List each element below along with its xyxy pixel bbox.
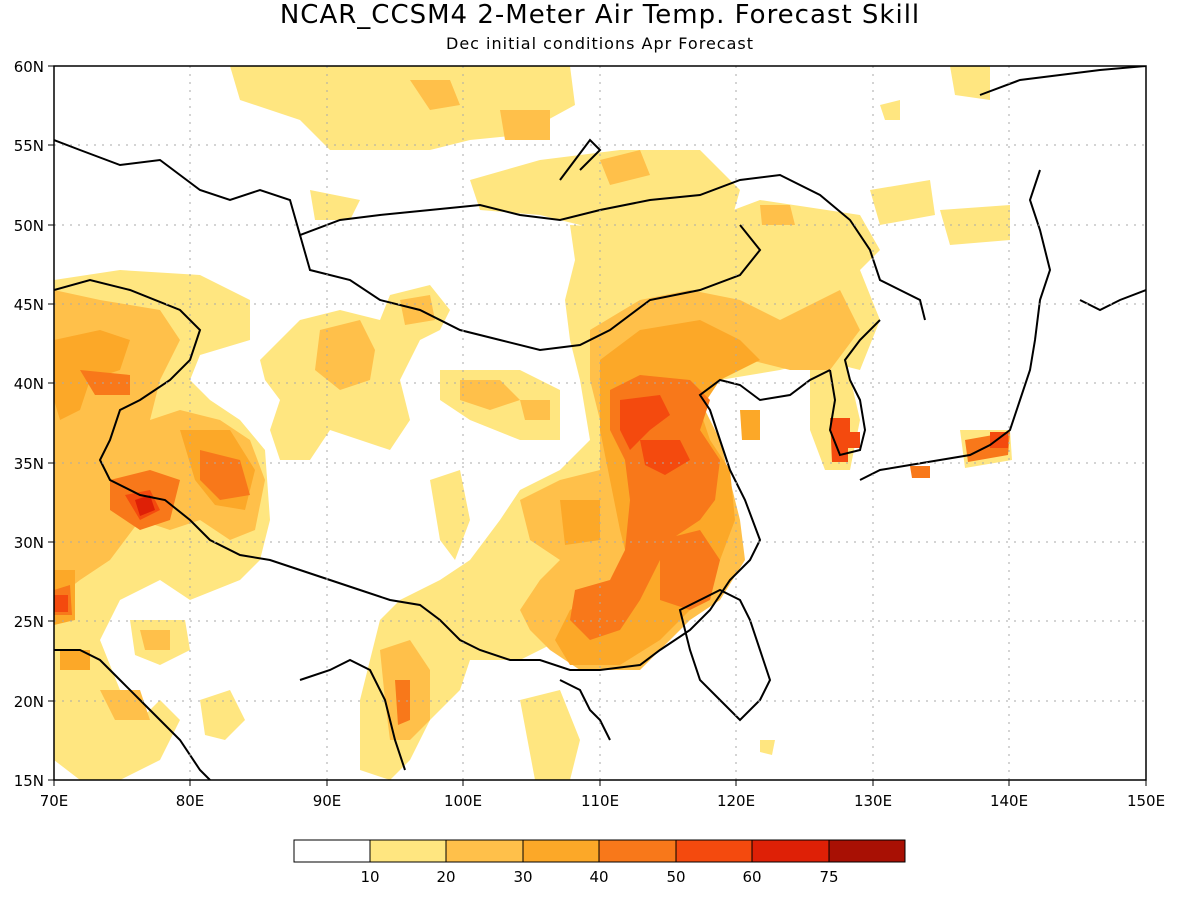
lon-tick-label: 110E xyxy=(581,792,619,810)
kuril-coast xyxy=(1079,289,1146,312)
shade-region xyxy=(520,400,550,420)
lat-tick-label: 40N xyxy=(14,375,44,393)
shade-region xyxy=(640,440,690,475)
shade-region xyxy=(470,150,740,235)
legend-swatch xyxy=(828,839,906,863)
tick-marks xyxy=(48,65,1147,786)
legend-swatch xyxy=(675,839,753,863)
lon-tick-label: 150E xyxy=(1127,792,1165,810)
taiwan-coast xyxy=(678,588,772,722)
shade-region xyxy=(520,690,580,780)
lat-tick-label: 45N xyxy=(14,296,44,314)
shade-region xyxy=(600,150,650,185)
china-coast xyxy=(54,278,831,671)
shade-region xyxy=(460,380,520,410)
legend-swatch xyxy=(369,839,447,863)
legend-label: 75 xyxy=(819,868,838,886)
legend-swatch xyxy=(445,839,524,863)
shade-region xyxy=(200,450,250,500)
shade-region xyxy=(80,370,130,395)
color-legend: 10 20 30 40 50 60 75 xyxy=(293,839,906,886)
page-title: NCAR_CCSM4 2-Meter Air Temp. Forecast Sk… xyxy=(279,0,921,30)
legend-label: 30 xyxy=(513,868,532,886)
lon-tick-label: 120E xyxy=(717,792,755,810)
india-coast xyxy=(54,649,211,780)
shade-region xyxy=(310,190,360,220)
shade-region xyxy=(430,470,470,560)
shade-region xyxy=(200,690,245,740)
indochina-coast xyxy=(559,679,611,741)
lat-tick-label: 15N xyxy=(14,772,44,790)
shade-region xyxy=(60,650,90,670)
shade-region xyxy=(760,740,775,755)
shade-region xyxy=(570,375,720,640)
lat-labels: 60N 55N 50N 45N 40N 35N 30N 25N 20N 15N xyxy=(14,58,44,790)
lat-tick-label: 60N xyxy=(14,58,44,76)
shade-region xyxy=(910,466,930,478)
shade-region xyxy=(740,410,760,440)
shade-region xyxy=(620,395,670,450)
shade-region xyxy=(760,205,795,225)
lat-tick-label: 35N xyxy=(14,455,44,473)
legend-labels: 10 20 30 40 50 60 75 xyxy=(360,868,838,886)
shade-region xyxy=(54,595,68,612)
lon-tick-label: 80E xyxy=(176,792,205,810)
shade-region xyxy=(135,495,155,516)
lon-tick-label: 100E xyxy=(444,792,482,810)
shade-region xyxy=(660,530,720,610)
china-mongolia-border xyxy=(299,224,762,352)
shade-region xyxy=(950,66,990,100)
okhotsk-coast xyxy=(979,66,1146,96)
legend-label: 20 xyxy=(436,868,455,886)
shade-region xyxy=(410,80,460,110)
shade-region xyxy=(230,66,575,150)
shade-60-75 xyxy=(135,495,155,516)
shade-region xyxy=(395,680,410,725)
korea-coast xyxy=(828,319,881,457)
legend-swatch xyxy=(598,839,677,863)
northern-border xyxy=(54,139,926,321)
lon-tick-label: 140E xyxy=(990,792,1028,810)
legend-label: 40 xyxy=(589,868,608,886)
lat-tick-label: 20N xyxy=(14,693,44,711)
skill-shading xyxy=(54,66,1012,780)
legend-swatch xyxy=(751,839,830,863)
shade-region xyxy=(560,500,600,545)
lat-tick-label: 55N xyxy=(14,137,44,155)
shade-region xyxy=(870,180,935,225)
map-grid xyxy=(54,66,1146,780)
lon-tick-label: 70E xyxy=(40,792,69,810)
lat-tick-label: 30N xyxy=(14,534,44,552)
legend-label: 50 xyxy=(666,868,685,886)
lon-labels: 70E 80E 90E 100E 110E 120E 130E 140E 150… xyxy=(40,792,1165,810)
lon-tick-label: 130E xyxy=(854,792,892,810)
legend-label: 60 xyxy=(742,868,761,886)
shade-region xyxy=(500,110,550,140)
shade-region xyxy=(880,100,900,120)
baikal-lake xyxy=(559,138,602,181)
lat-tick-label: 25N xyxy=(14,613,44,631)
lat-tick-label: 50N xyxy=(14,217,44,235)
shade-region xyxy=(315,320,375,390)
bay-of-bengal-coast xyxy=(299,658,406,771)
legend-swatch xyxy=(293,839,371,863)
page-subtitle: Dec initial conditions Apr Forecast xyxy=(446,34,754,53)
lon-tick-label: 90E xyxy=(313,792,342,810)
shade-region xyxy=(140,630,170,650)
legend-swatch xyxy=(522,839,600,863)
legend-label: 10 xyxy=(360,868,379,886)
